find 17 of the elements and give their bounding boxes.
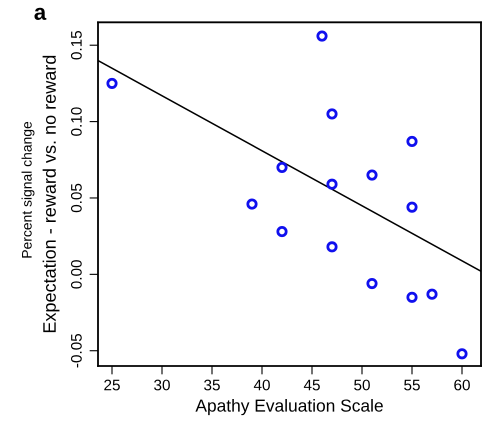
x-tick-label: 25 xyxy=(104,380,120,390)
chart-title: a xyxy=(34,8,46,20)
y-tick-label: 0.15 xyxy=(70,30,82,60)
x-tick-label: 30 xyxy=(154,380,170,390)
y-tick-label: 0.05 xyxy=(70,184,82,212)
x-tick-label: 55 xyxy=(404,380,420,390)
x-tick-label: 40 xyxy=(254,380,270,390)
y-tick-label: 0.10 xyxy=(70,107,82,136)
y-axis-title: Expectation - reward vs. no reward xyxy=(42,56,60,332)
x-tick-label: 45 xyxy=(304,380,320,390)
x-tick-label: 60 xyxy=(454,380,470,390)
text: Percent signal change xyxy=(22,122,34,258)
x-tick-label: 50 xyxy=(354,380,370,390)
x-tick-label: 35 xyxy=(204,380,220,390)
y-tick-label: 0.00 xyxy=(70,260,82,289)
x-axis-title: Apathy Evaluation Scale xyxy=(195,398,383,416)
y-tick-label: -0.05 xyxy=(70,334,82,368)
